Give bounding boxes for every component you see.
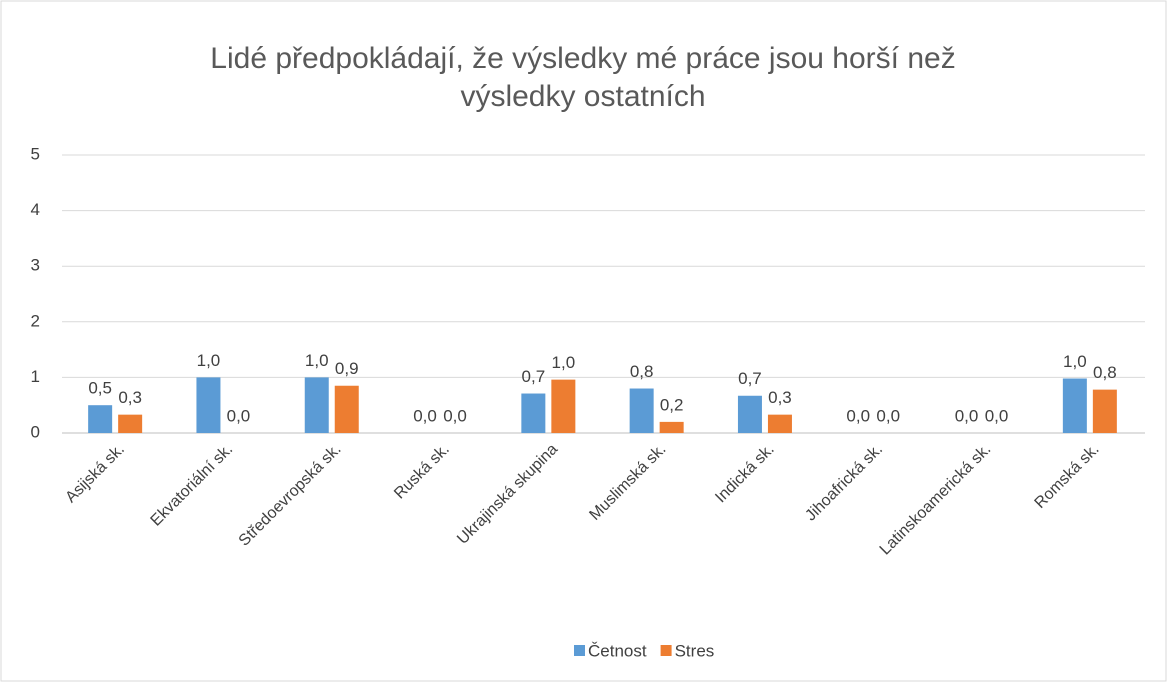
- data-label: 0,0: [876, 406, 900, 425]
- bar: [1062, 378, 1087, 433]
- y-tick-label: 1: [31, 367, 40, 386]
- data-label: 0,3: [118, 388, 142, 407]
- data-label: 0,7: [522, 367, 546, 386]
- legend-label: Stres: [675, 641, 715, 660]
- data-label: 0,5: [88, 379, 112, 398]
- data-label: 1,0: [305, 351, 329, 370]
- y-tick-label: 0: [31, 422, 40, 441]
- bar: [767, 414, 792, 433]
- bar: [629, 388, 654, 433]
- data-label: 0,8: [630, 362, 654, 381]
- bar: [521, 393, 546, 433]
- legend-swatch: [660, 645, 672, 656]
- data-label: 0,3: [768, 388, 792, 407]
- data-label: 0,0: [413, 406, 437, 425]
- y-tick-label: 2: [31, 311, 40, 330]
- data-label: 0,7: [738, 369, 762, 388]
- data-label: 0,0: [955, 406, 979, 425]
- bar: [118, 414, 143, 433]
- legend-label: Četnost: [588, 641, 647, 660]
- bar: [659, 421, 684, 433]
- data-label: 0,9: [335, 359, 359, 378]
- data-label: 1,0: [197, 351, 221, 370]
- bar: [88, 405, 113, 433]
- data-label: 0,0: [227, 406, 251, 425]
- data-label: 0,0: [846, 406, 870, 425]
- data-label: 0,2: [660, 395, 684, 414]
- data-label: 0,8: [1093, 363, 1117, 382]
- bar: [737, 395, 762, 433]
- bar: [1092, 389, 1117, 433]
- y-tick-label: 4: [31, 200, 40, 219]
- chart-title: Lidé předpokládají, že výsledky mé práce…: [210, 42, 956, 113]
- y-tick-label: 5: [31, 144, 40, 163]
- data-label: 0,0: [443, 406, 467, 425]
- data-label: 1,0: [1063, 352, 1087, 371]
- bar: [551, 379, 576, 433]
- data-label: 1,0: [552, 353, 576, 372]
- bar: [304, 377, 329, 433]
- bar: [196, 377, 221, 433]
- bar: [334, 385, 359, 433]
- data-label: 0,0: [985, 406, 1009, 425]
- y-tick-label: 3: [31, 256, 40, 275]
- legend-swatch: [574, 645, 585, 656]
